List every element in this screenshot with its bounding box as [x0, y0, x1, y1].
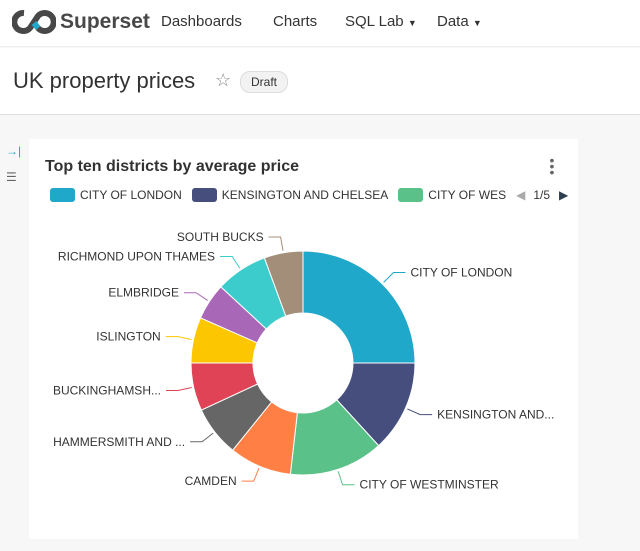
label-line: [190, 432, 214, 443]
slice-label: KENSINGTON AND...: [437, 408, 554, 422]
filter-icon[interactable]: ☰: [6, 170, 17, 184]
star-icon[interactable]: ☆: [215, 70, 232, 90]
legend-label: CITY OF LONDON: [80, 188, 182, 202]
label-line: [268, 236, 284, 251]
nav-sql-lab-label: SQL Lab: [345, 13, 404, 30]
dashboard-header: UK property prices ☆ Draft: [0, 48, 640, 115]
legend: CITY OF LONDON KENSINGTON AND CHELSEA CI…: [50, 188, 568, 202]
legend-item[interactable]: CITY OF WES: [398, 188, 506, 202]
label-line: [337, 471, 355, 486]
legend-item[interactable]: CITY OF LONDON: [50, 188, 182, 202]
nav-sql-lab[interactable]: SQL Lab ▼: [345, 13, 417, 30]
legend-page: 1/5: [533, 188, 551, 202]
slice-label: HAMMERSMITH AND ...: [53, 435, 185, 449]
slice-label: CAMDEN: [185, 474, 237, 488]
superset-logo-icon: [12, 10, 56, 34]
label-line: [165, 336, 192, 341]
slice-label: RICHMOND UPON THAMES: [58, 249, 215, 263]
status-badge: Draft: [240, 71, 289, 93]
legend-prev-icon[interactable]: ◀: [516, 188, 526, 202]
page-title: UK property prices: [13, 68, 196, 93]
chart-title: Top ten districts by average price: [45, 158, 300, 175]
pie-chart: CITY OF LONDON KENSINGTON AND... CITY OF W…: [53, 230, 554, 492]
nav-data[interactable]: Data ▼: [437, 13, 482, 30]
label-line: [383, 271, 406, 283]
caret-down-icon: ▼: [407, 18, 417, 28]
chart-card: Top ten districts by average price • • • C…: [29, 139, 578, 539]
slice-label: BUCKINGHAMSH...: [53, 384, 161, 398]
brand-name: Superset: [60, 10, 150, 33]
caret-down-icon: ▼: [472, 18, 482, 28]
nav-dashboards[interactable]: Dashboards: [161, 13, 242, 30]
label-line: [184, 292, 208, 301]
label-line: [241, 467, 260, 482]
label-line: [407, 408, 433, 416]
slice-label: ISLINGTON: [96, 330, 160, 344]
slice-label: ELMBRIDGE: [108, 286, 179, 300]
legend-item[interactable]: KENSINGTON AND CHELSEA: [191, 188, 389, 202]
legend-label: CITY OF WES: [428, 188, 507, 202]
label-line: [220, 255, 241, 269]
nav-charts[interactable]: Charts: [273, 13, 318, 30]
slice-label: SOUTH BUCKS: [177, 230, 264, 244]
pie-slice[interactable]: [302, 250, 416, 364]
slice-label: CITY OF WESTMINSTER: [360, 478, 499, 492]
legend-next-icon[interactable]: ▶: [559, 188, 569, 202]
more-options-icon[interactable]: • • •: [549, 152, 555, 180]
nav-data-label: Data: [437, 13, 469, 30]
label-line: [165, 387, 192, 392]
expand-filters-icon[interactable]: →|: [6, 144, 22, 158]
legend-label: KENSINGTON AND CHELSEA: [221, 188, 389, 202]
legend-swatch: [50, 188, 75, 202]
pie-slice[interactable]: [263, 250, 304, 317]
legend-swatch: [398, 188, 424, 202]
top-nav: Superset Dashboards Charts SQL Lab ▼ Dat…: [0, 0, 640, 47]
slice-label: CITY OF LONDON: [411, 265, 513, 279]
legend-swatch: [191, 188, 217, 202]
brand-logo[interactable]: Superset: [12, 9, 150, 35]
